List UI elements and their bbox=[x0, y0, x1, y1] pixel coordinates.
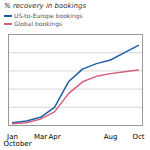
svg-text:Apr: Apr bbox=[48, 133, 60, 141]
svg-text:Jan: Jan bbox=[7, 133, 18, 142]
svg-text:Aug: Aug bbox=[104, 133, 118, 141]
html-text:Global bookings: Global bookings bbox=[14, 20, 63, 27]
svg-text:October: October bbox=[4, 140, 32, 148]
html-text:% recovery in bookings: % recovery in bookings bbox=[4, 2, 86, 10]
svg-text:Mar: Mar bbox=[34, 133, 47, 141]
html-text:US-to-Europe bookings: US-to-Europe bookings bbox=[14, 12, 83, 19]
svg-text:Oct: Oct bbox=[132, 133, 144, 141]
